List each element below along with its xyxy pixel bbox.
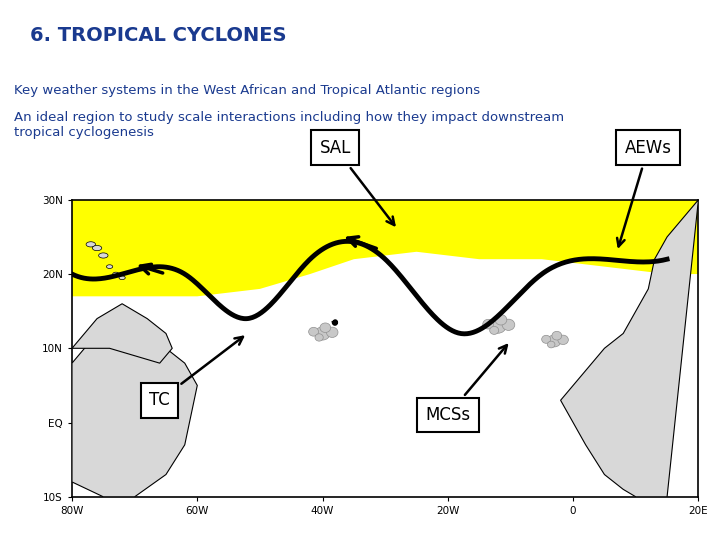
Ellipse shape <box>326 327 338 338</box>
Text: SAL: SAL <box>320 139 395 225</box>
Ellipse shape <box>502 319 515 330</box>
Ellipse shape <box>558 335 568 345</box>
Ellipse shape <box>309 327 318 336</box>
Polygon shape <box>72 303 172 363</box>
Text: TC: TC <box>149 337 243 409</box>
Ellipse shape <box>547 341 555 348</box>
Ellipse shape <box>113 272 119 276</box>
Ellipse shape <box>483 319 494 329</box>
Text: 6. TROPICAL CYCLONES: 6. TROPICAL CYCLONES <box>30 26 287 45</box>
Ellipse shape <box>320 323 330 333</box>
Ellipse shape <box>490 319 506 333</box>
Text: MCSs: MCSs <box>426 345 507 424</box>
Text: Key weather systems in the West African and Tropical Atlantic regions: Key weather systems in the West African … <box>14 84 480 97</box>
Ellipse shape <box>107 265 113 268</box>
Polygon shape <box>72 333 197 497</box>
Ellipse shape <box>119 276 125 280</box>
Ellipse shape <box>552 332 562 340</box>
Ellipse shape <box>495 315 507 325</box>
Text: AEWs: AEWs <box>617 139 672 246</box>
Polygon shape <box>72 200 698 296</box>
Ellipse shape <box>541 335 551 343</box>
Ellipse shape <box>92 246 102 251</box>
Ellipse shape <box>99 253 108 258</box>
Ellipse shape <box>315 334 323 341</box>
Ellipse shape <box>490 326 499 334</box>
Polygon shape <box>561 200 698 497</box>
Text: An ideal region to study scale interactions including how they impact downstream: An ideal region to study scale interacti… <box>14 111 564 139</box>
Ellipse shape <box>86 242 96 247</box>
Ellipse shape <box>548 335 561 347</box>
Ellipse shape <box>315 327 330 340</box>
